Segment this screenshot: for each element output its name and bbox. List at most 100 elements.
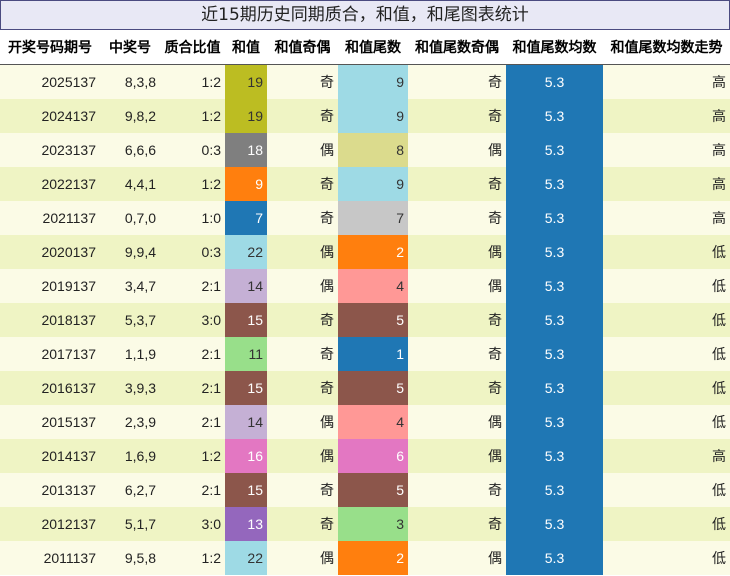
cell-ratio: 1:2: [160, 98, 225, 133]
table-row: 2022137 4,4,1 1:2 9 奇 9 奇 5.3 高: [0, 166, 730, 201]
cell-tail: 9: [338, 166, 408, 201]
cell-sum: 14: [225, 404, 267, 439]
cell-tail-avg: 5.3: [506, 540, 603, 575]
cell-trend: 高: [603, 64, 730, 99]
cell-period: 2013137: [0, 472, 100, 507]
cell-tail-parity: 奇: [408, 98, 506, 133]
header-tail: 和值尾数: [338, 30, 408, 65]
header-tail-avg: 和值尾数均数: [506, 30, 603, 65]
cell-ratio: 0:3: [160, 234, 225, 269]
cell-tail-parity: 奇: [408, 336, 506, 371]
cell-tail-parity: 偶: [408, 234, 506, 269]
table-row: 2013137 6,2,7 2:1 15 奇 5 奇 5.3 低: [0, 472, 730, 507]
cell-numbers: 6,2,7: [100, 472, 160, 507]
header-sum: 和值: [225, 30, 267, 65]
cell-sum-parity: 奇: [267, 166, 338, 201]
cell-period: 2022137: [0, 166, 100, 201]
cell-tail: 9: [338, 64, 408, 99]
cell-numbers: 6,6,6: [100, 132, 160, 167]
cell-numbers: 9,8,2: [100, 98, 160, 133]
cell-tail-avg: 5.3: [506, 200, 603, 235]
cell-sum: 19: [225, 64, 267, 99]
cell-trend: 低: [603, 234, 730, 269]
cell-tail: 1: [338, 336, 408, 371]
cell-sum: 15: [225, 472, 267, 507]
cell-trend: 高: [603, 200, 730, 235]
cell-tail-parity: 偶: [408, 438, 506, 473]
cell-ratio: 1:0: [160, 200, 225, 235]
cell-ratio: 1:2: [160, 64, 225, 99]
header-tail-parity: 和值尾数奇偶: [408, 30, 506, 65]
cell-numbers: 1,1,9: [100, 336, 160, 371]
table-row: 2015137 2,3,9 2:1 14 偶 4 偶 5.3 低: [0, 404, 730, 439]
cell-period: 2014137: [0, 438, 100, 473]
cell-tail-avg: 5.3: [506, 268, 603, 303]
cell-ratio: 1:2: [160, 166, 225, 201]
cell-trend: 低: [603, 268, 730, 303]
cell-ratio: 2:1: [160, 370, 225, 405]
cell-sum: 22: [225, 540, 267, 575]
cell-numbers: 1,6,9: [100, 438, 160, 473]
table-row: 2016137 3,9,3 2:1 15 奇 5 奇 5.3 低: [0, 370, 730, 405]
cell-trend: 低: [603, 336, 730, 371]
cell-tail-parity: 偶: [408, 540, 506, 575]
cell-numbers: 0,7,0: [100, 200, 160, 235]
cell-sum: 7: [225, 200, 267, 235]
cell-tail-avg: 5.3: [506, 302, 603, 337]
cell-numbers: 3,9,3: [100, 370, 160, 405]
cell-period: 2019137: [0, 268, 100, 303]
cell-sum: 13: [225, 506, 267, 541]
cell-sum-parity: 偶: [267, 540, 338, 575]
cell-tail-avg: 5.3: [506, 336, 603, 371]
cell-numbers: 9,9,4: [100, 234, 160, 269]
cell-period: 2024137: [0, 98, 100, 133]
cell-tail: 8: [338, 132, 408, 167]
table-row: 2014137 1,6,9 1:2 16 偶 6 偶 5.3 高: [0, 438, 730, 473]
table-body: 2025137 8,3,8 1:2 19 奇 9 奇 5.3 高 2024137 9,8,2 1:2 1…: [0, 64, 730, 575]
cell-tail-avg: 5.3: [506, 98, 603, 133]
cell-ratio: 0:3: [160, 132, 225, 167]
table-row: 2019137 3,4,7 2:1 14 偶 4 偶 5.3 低: [0, 268, 730, 303]
cell-tail: 5: [338, 370, 408, 405]
cell-tail-parity: 奇: [408, 506, 506, 541]
table-row: 2024137 9,8,2 1:2 19 奇 9 奇 5.3 高: [0, 98, 730, 133]
cell-period: 2020137: [0, 234, 100, 269]
cell-sum-parity: 奇: [267, 64, 338, 99]
cell-sum-parity: 奇: [267, 302, 338, 337]
cell-period: 2017137: [0, 336, 100, 371]
cell-tail-parity: 奇: [408, 302, 506, 337]
cell-sum-parity: 偶: [267, 268, 338, 303]
cell-tail-parity: 偶: [408, 268, 506, 303]
cell-trend: 低: [603, 472, 730, 507]
cell-numbers: 4,4,1: [100, 166, 160, 201]
cell-trend: 高: [603, 438, 730, 473]
cell-tail-avg: 5.3: [506, 438, 603, 473]
table-row: 2023137 6,6,6 0:3 18 偶 8 偶 5.3 高: [0, 132, 730, 167]
cell-tail: 5: [338, 472, 408, 507]
cell-numbers: 5,3,7: [100, 302, 160, 337]
cell-sum-parity: 奇: [267, 472, 338, 507]
table-row: 2025137 8,3,8 1:2 19 奇 9 奇 5.3 高: [0, 64, 730, 99]
cell-tail-parity: 奇: [408, 472, 506, 507]
table-row: 2011137 9,5,8 1:2 22 偶 2 偶 5.3 低: [0, 540, 730, 575]
cell-tail-avg: 5.3: [506, 404, 603, 439]
table-row: 2021137 0,7,0 1:0 7 奇 7 奇 5.3 高: [0, 200, 730, 235]
cell-sum: 22: [225, 234, 267, 269]
cell-tail-parity: 偶: [408, 404, 506, 439]
header-period: 开奖号码期号: [0, 30, 100, 65]
cell-tail: 6: [338, 438, 408, 473]
table-title: 近15期历史同期质合，和值，和尾图表统计: [0, 0, 730, 30]
cell-sum-parity: 奇: [267, 336, 338, 371]
cell-sum-parity: 偶: [267, 404, 338, 439]
cell-tail: 4: [338, 268, 408, 303]
cell-numbers: 2,3,9: [100, 404, 160, 439]
cell-trend: 低: [603, 404, 730, 439]
cell-period: 2021137: [0, 200, 100, 235]
cell-tail: 9: [338, 98, 408, 133]
cell-tail-parity: 奇: [408, 200, 506, 235]
table-row: 2020137 9,9,4 0:3 22 偶 2 偶 5.3 低: [0, 234, 730, 269]
cell-ratio: 1:2: [160, 540, 225, 575]
cell-numbers: 5,1,7: [100, 506, 160, 541]
cell-tail-avg: 5.3: [506, 132, 603, 167]
statistics-table: 开奖号码期号 中奖号 质合比值 和值 和值奇偶 和值尾数 和值尾数奇偶 和值尾数…: [0, 30, 730, 575]
